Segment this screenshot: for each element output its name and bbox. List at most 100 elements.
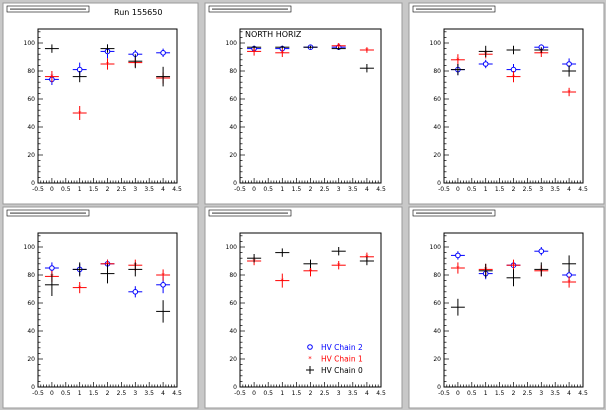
pad-title-text — [10, 8, 86, 10]
data-point-chain-1: * — [450, 54, 465, 66]
data-point-chain-1: * — [562, 87, 577, 96]
data-point-chain-1: * — [156, 269, 171, 281]
x-tick-label: 0.5 — [61, 186, 71, 193]
x-tick-label: 1.5 — [292, 390, 302, 397]
y-tick-label: 60 — [229, 300, 237, 307]
circle-marker — [160, 282, 166, 288]
star-marker: * — [161, 271, 165, 279]
circle-marker — [455, 252, 461, 259]
x-tick-label: 4 — [567, 390, 571, 397]
data-point-chain-0 — [128, 262, 143, 277]
star-marker: * — [281, 49, 285, 57]
y-tick-label: 60 — [27, 300, 35, 307]
x-tick-label: 0.5 — [263, 186, 273, 193]
x-tick-label: 2.5 — [320, 390, 330, 397]
y-tick-label: 100 — [226, 40, 238, 47]
data-point-chain-1: * — [100, 58, 115, 70]
x-tick-label: -0.5 — [438, 390, 450, 397]
data-point-chain-2 — [450, 251, 465, 260]
star-marker: * — [78, 284, 82, 292]
y-tick-label: 40 — [229, 328, 237, 335]
x-tick-label: 0 — [252, 390, 256, 397]
pad-title-text — [416, 8, 492, 10]
data-point-chain-2 — [128, 286, 143, 298]
x-tick-label: 0 — [252, 186, 256, 193]
pad-title-text — [212, 212, 288, 214]
x-tick-label: 0.5 — [61, 390, 71, 397]
data-point-chain-0 — [156, 66, 171, 87]
y-tick-label: 20 — [229, 152, 237, 159]
pad-frame — [204, 2, 403, 205]
x-tick-label: 2.5 — [523, 390, 533, 397]
x-tick-label: -0.5 — [234, 186, 246, 193]
data-point-chain-0 — [156, 300, 171, 323]
y-tick-label: 0 — [233, 180, 237, 187]
data-point-chain-0 — [562, 255, 577, 273]
star-marker: * — [281, 277, 285, 285]
data-point-chain-0 — [562, 65, 577, 77]
y-tick-label: 60 — [229, 96, 237, 103]
pad-title-text — [212, 8, 288, 10]
y-tick-label: 100 — [430, 40, 442, 47]
data-point-chain-0 — [359, 256, 374, 266]
star-marker: * — [512, 262, 516, 270]
y-tick-label: 40 — [27, 328, 35, 335]
x-tick-label: 4 — [161, 186, 165, 193]
x-tick-label: 1.5 — [89, 186, 99, 193]
pad-6: -0.500.511.522.533.544.5020406080100****… — [408, 206, 605, 409]
y-tick-label: 40 — [433, 124, 441, 131]
data-point-chain-0 — [275, 248, 290, 257]
data-point-chain-1: * — [331, 261, 346, 270]
x-tick-label: 4.5 — [172, 390, 182, 397]
star-marker: * — [50, 73, 54, 81]
pad-5: -0.500.511.522.533.544.5020406080100****… — [204, 206, 403, 409]
y-tick-label: 60 — [433, 300, 441, 307]
y-tick-label: 40 — [27, 124, 35, 131]
data-point-chain-1: * — [506, 259, 521, 271]
data-point-chain-0 — [44, 273, 59, 296]
pad-1: -0.500.511.522.533.544.5020406080100****… — [2, 2, 199, 205]
x-tick-label: 1 — [280, 186, 284, 193]
data-point-chain-1: * — [275, 273, 290, 288]
y-tick-label: 60 — [27, 96, 35, 103]
star-marker: * — [252, 48, 256, 56]
star-marker: * — [337, 42, 341, 50]
data-point-chain-0 — [331, 247, 346, 256]
pad-3: -0.5 0 0.5 1 1.5 2 2.5 3 3.5 4 4.5020406080100****… — [408, 2, 605, 205]
x-tick-label: 1 — [78, 390, 82, 397]
y-tick-label: 0 — [31, 384, 35, 391]
x-tick-label: 4 — [365, 390, 369, 397]
legend-entry-chain-0: HV Chain 0 — [306, 366, 363, 375]
x-tick-label: 4 — [365, 186, 369, 193]
x-tick-label: 4.5 — [578, 390, 588, 397]
x-tick-label: 0.5 — [263, 390, 273, 397]
legend-marker — [307, 344, 313, 350]
star-marker: * — [567, 88, 571, 96]
data-point-chain-0 — [100, 44, 115, 53]
data-point-chain-0 — [506, 45, 521, 55]
x-tick-label: 0 — [50, 390, 54, 397]
data-point-chain-0 — [303, 259, 318, 268]
x-tick-label: 2 — [512, 186, 516, 193]
pad-2: -0.5 0 0.5 1 1.5 2 2.5 3 3.5 4 4.5020406080100NORT… — [204, 2, 403, 205]
data-point-chain-0 — [450, 64, 465, 76]
y-tick-label: 20 — [433, 152, 441, 159]
x-tick-label: 1 — [484, 186, 488, 193]
data-point-chain-2 — [156, 48, 171, 57]
y-tick-label: 100 — [24, 40, 36, 47]
x-tick-label: 1.5 — [292, 186, 302, 193]
data-point-chain-2 — [534, 247, 549, 256]
data-point-chain-0 — [44, 44, 59, 53]
x-tick-label: 0.5 — [467, 186, 477, 193]
x-tick-label: 2 — [106, 186, 110, 193]
y-tick-label: 100 — [24, 244, 36, 251]
x-tick-label: 2.5 — [523, 186, 533, 193]
x-tick-label: 4.5 — [376, 186, 386, 193]
x-tick-label: 2.5 — [117, 390, 127, 397]
x-tick-label: 3 — [337, 186, 341, 193]
pad-frame — [204, 206, 403, 409]
y-tick-label: 20 — [229, 356, 237, 363]
circle-marker — [482, 61, 489, 67]
x-tick-label: 4 — [161, 390, 165, 397]
